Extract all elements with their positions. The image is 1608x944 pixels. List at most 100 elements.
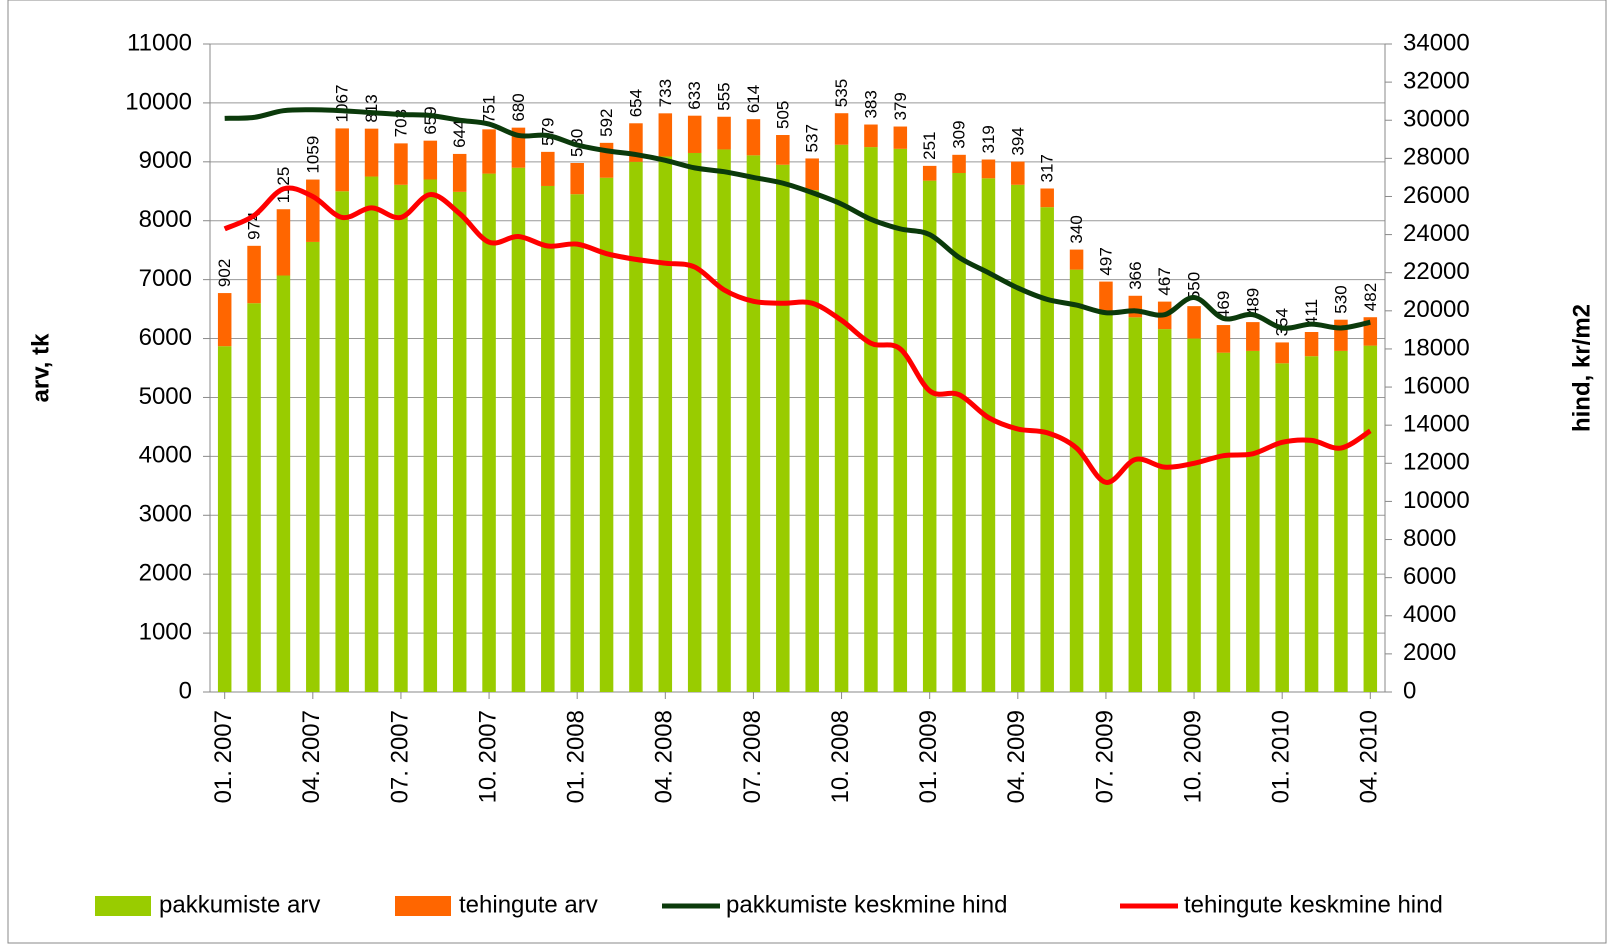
bar-segment [394, 184, 408, 692]
y-axis-title: arv, tk [27, 333, 54, 403]
bar-segment [717, 116, 731, 150]
bar-segment [1334, 350, 1348, 692]
bar-segment [981, 178, 996, 692]
data-label: 733 [656, 79, 675, 107]
y-tick-label: 8000 [139, 206, 192, 233]
bar-segment [1304, 356, 1319, 692]
y2-tick-label: 24000 [1403, 220, 1470, 247]
data-label: 482 [1361, 283, 1380, 311]
data-label: 366 [1126, 261, 1145, 289]
y2-tick-label: 12000 [1403, 449, 1470, 476]
y-tick-label: 1000 [139, 618, 192, 645]
data-label: 379 [891, 92, 910, 120]
data-label: 614 [744, 85, 763, 113]
bar-segment [247, 245, 261, 304]
x-tick-label: 04. 2009 [1003, 710, 1030, 803]
frame [7, 0, 1607, 944]
bar-segment [1128, 317, 1143, 692]
bar-segment [541, 185, 555, 693]
bar-segment [1011, 161, 1025, 185]
x-tick-label: 04. 2007 [298, 710, 325, 803]
bar-segment [423, 140, 438, 180]
y2-tick-label: 34000 [1403, 29, 1470, 56]
bar-segment [776, 135, 790, 165]
y2-tick-label: 4000 [1403, 601, 1456, 628]
y-tick-label: 0 [179, 677, 192, 704]
bar-segment [1040, 188, 1054, 208]
y2-tick-label: 2000 [1403, 639, 1456, 666]
legend-swatch [95, 896, 151, 916]
data-label: 251 [920, 132, 939, 160]
y2-tick-label: 22000 [1403, 258, 1470, 285]
bar-segment [746, 155, 761, 692]
y2-tick-label: 8000 [1403, 525, 1456, 552]
bar-segment [717, 149, 731, 692]
bar-segment [1099, 281, 1113, 311]
bar-segment [658, 113, 673, 157]
data-label: 579 [538, 117, 557, 145]
data-label: 467 [1155, 267, 1174, 295]
bar-segment [893, 148, 908, 693]
bar-segment [1069, 249, 1084, 270]
bar-segment [746, 119, 761, 156]
bar-segment [541, 151, 555, 186]
bar-segment [922, 180, 937, 692]
data-label: 654 [626, 89, 645, 117]
bar-segment [247, 303, 261, 692]
bar-segment [1128, 295, 1143, 318]
bar-segment [306, 179, 320, 242]
y-tick-label: 4000 [139, 442, 192, 469]
x-tick-label: 01. 2008 [563, 710, 590, 803]
data-label: 319 [979, 125, 998, 153]
bar-segment [423, 179, 438, 692]
x-tick-label: 07. 2008 [739, 710, 766, 803]
data-label: 383 [861, 90, 880, 118]
data-label: 537 [803, 124, 822, 152]
bar-segment [805, 158, 819, 191]
bar-segment [658, 156, 673, 692]
data-label: 489 [1243, 288, 1262, 316]
data-label: 469 [1214, 291, 1233, 319]
legend-label: pakkumiste arv [159, 891, 320, 918]
x-tick-label: 04. 2010 [1356, 710, 1383, 803]
x-tick-label: 01. 2009 [915, 710, 942, 803]
x-tick-label: 01. 2007 [210, 710, 237, 803]
x-tick-label: 07. 2007 [386, 710, 413, 803]
bar-segment [834, 144, 849, 692]
y-tick-label: 9000 [139, 147, 192, 174]
bar-segment [864, 124, 878, 148]
y-tick-label: 10000 [125, 88, 192, 115]
bar-segment [1099, 310, 1113, 692]
data-label: 394 [1008, 127, 1027, 155]
y2-tick-label: 20000 [1403, 296, 1470, 323]
data-label: 354 [1273, 308, 1292, 336]
bar-segment [1216, 352, 1231, 692]
bar-segment [364, 176, 379, 692]
line-series [224, 107, 1371, 331]
bar-segment [217, 346, 232, 692]
bar-segment [952, 154, 966, 174]
line-series [223, 185, 1372, 485]
bar-segment [805, 190, 819, 692]
bar-segment [570, 162, 584, 195]
bar-segment [335, 128, 349, 192]
bar-segment [981, 159, 996, 179]
y2-tick-label: 26000 [1403, 182, 1470, 209]
bar-segment [276, 275, 291, 692]
data-label: 680 [509, 93, 528, 121]
bar-segment [1246, 350, 1260, 692]
y-tick-label: 7000 [139, 265, 192, 292]
y2-tick-label: 6000 [1403, 563, 1456, 590]
legend-label: pakkumiste keskmine hind [726, 891, 1007, 918]
legend-label: tehingute arv [459, 891, 598, 918]
data-label: 497 [1096, 247, 1115, 275]
data-label: 1059 [303, 136, 322, 174]
y-tick-label: 2000 [139, 560, 192, 587]
bar-segment [1275, 342, 1289, 364]
bar-segment [482, 129, 496, 174]
data-label: 1125 [274, 167, 293, 204]
bar-segment [1334, 319, 1348, 351]
bar-segment [1275, 363, 1289, 692]
data-label: 411 [1302, 299, 1321, 326]
